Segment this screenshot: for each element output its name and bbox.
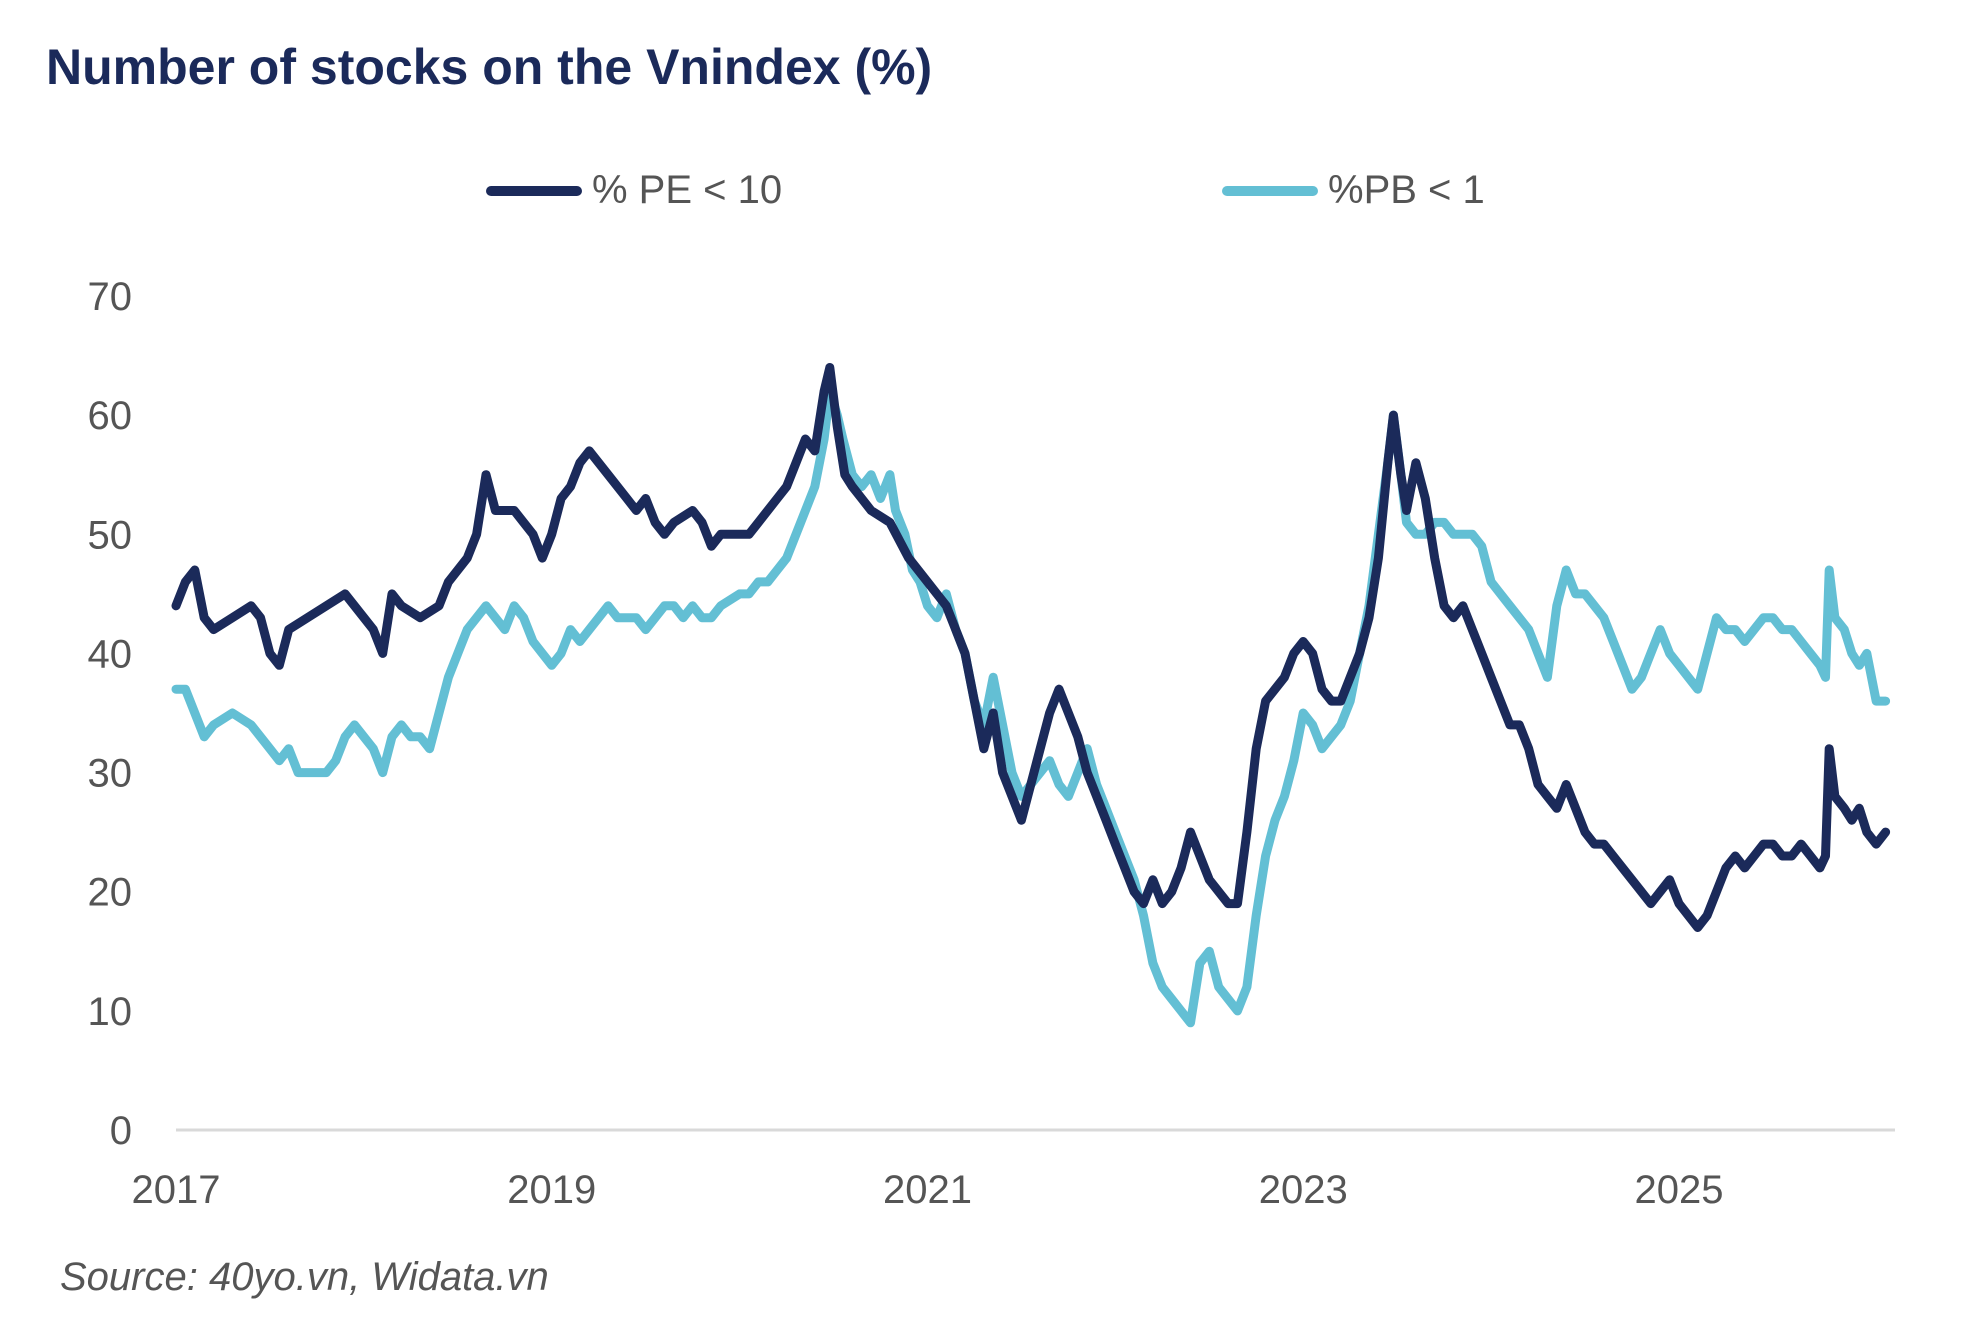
x-tick-label: 2025: [1634, 1168, 1723, 1212]
x-tick-label: 2021: [883, 1168, 972, 1212]
y-tick-label: 40: [88, 632, 133, 676]
y-axis: 0 10 20 30 40 50 60 70: [88, 275, 133, 1153]
legend-swatch-pb: [1222, 185, 1318, 196]
legend-label-pe: % PE < 10: [592, 168, 783, 212]
y-tick-label: 20: [88, 871, 133, 915]
y-tick-label: 30: [88, 752, 133, 796]
y-tick-label: 50: [88, 513, 133, 557]
series-line-pb: [171, 386, 1891, 1028]
x-tick-label: 2017: [132, 1168, 221, 1212]
chart-title: Number of stocks on the Vnindex (%): [46, 39, 933, 95]
legend-item-pe: % PE < 10: [486, 168, 782, 213]
x-axis: 2017 2019 2021 2023 2025: [132, 1128, 1895, 1212]
y-tick-label: 70: [88, 275, 133, 319]
series-layer: [171, 363, 1891, 1028]
source-note: Source: 40yo.vn, Widata.vn: [60, 1255, 549, 1299]
legend-swatch-pe: [486, 185, 582, 196]
x-tick-label: 2019: [507, 1168, 596, 1212]
legend-label-pb: %PB < 1: [1328, 168, 1485, 212]
y-tick-label: 0: [110, 1109, 132, 1153]
series-line-pe: [171, 363, 1891, 932]
y-tick-label: 10: [88, 990, 133, 1034]
y-tick-label: 60: [88, 394, 133, 438]
x-tick-label: 2023: [1259, 1168, 1348, 1212]
chart-legend: % PE < 10 %PB < 1: [0, 168, 1980, 228]
legend-item-pb: %PB < 1: [1222, 168, 1485, 213]
